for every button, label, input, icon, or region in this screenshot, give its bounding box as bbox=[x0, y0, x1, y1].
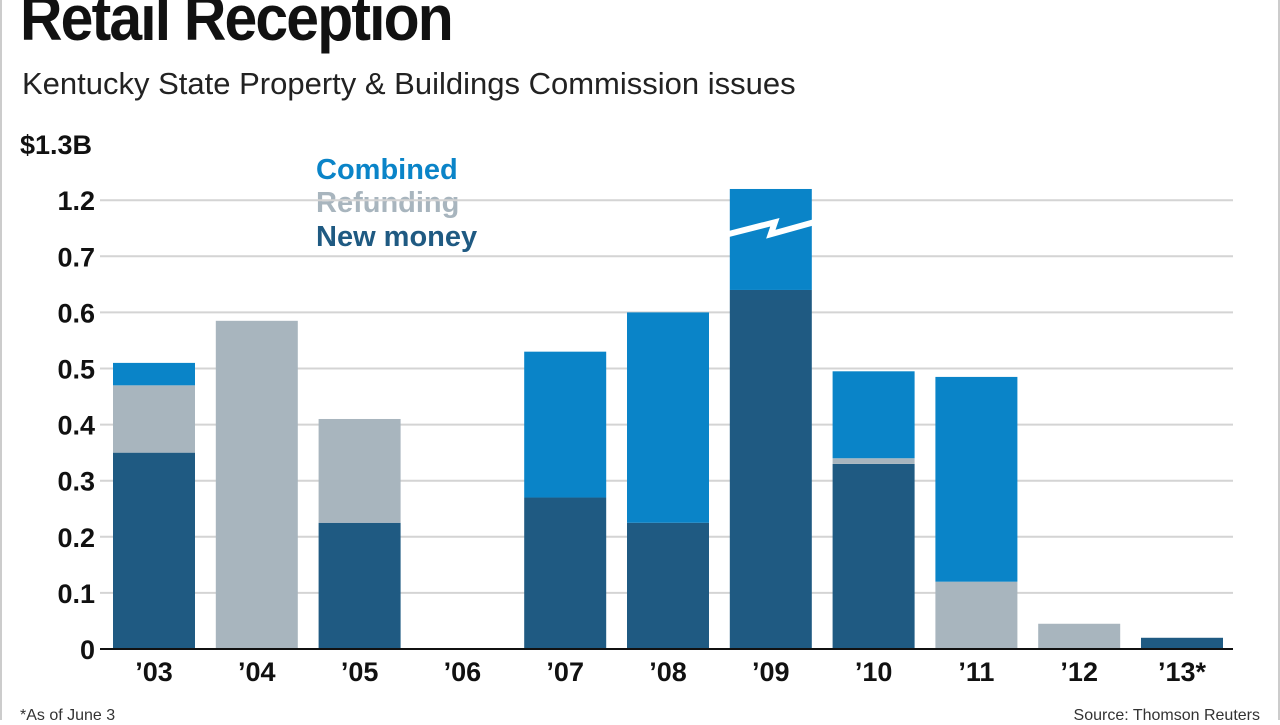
bar-segment-refunding bbox=[935, 581, 1018, 649]
chart-title: Retail Reception bbox=[20, 0, 454, 54]
x-tick-label: ’09 bbox=[752, 657, 790, 687]
bar-segment-combined bbox=[729, 188, 812, 290]
x-tick-label: ’03 bbox=[135, 657, 173, 687]
y-tick-label: 0 bbox=[80, 635, 95, 665]
bar-segment-combined bbox=[113, 362, 195, 386]
legend-refunding: Refunding bbox=[316, 187, 460, 219]
x-tick-label: ’10 bbox=[855, 657, 893, 687]
bar-segment-refunding bbox=[215, 320, 298, 649]
x-tick-label: ’04 bbox=[238, 657, 276, 687]
bar-segment-new-money bbox=[729, 289, 812, 649]
bar-segment-refunding bbox=[832, 458, 915, 464]
bar-segment-combined bbox=[935, 376, 1018, 582]
x-tick-label: ’05 bbox=[341, 657, 379, 687]
bar-segment-refunding bbox=[113, 385, 195, 453]
chart-subtitle: Kentucky State Property & Buildings Comm… bbox=[22, 66, 796, 101]
y-tick-label: $1.3B bbox=[20, 130, 92, 160]
y-tick-label: 0.6 bbox=[57, 298, 95, 328]
x-tick-label: ’12 bbox=[1060, 657, 1098, 687]
legend-new-money: New money bbox=[316, 221, 478, 253]
y-tick-label: 0.5 bbox=[57, 355, 95, 385]
x-tick-label: ’07 bbox=[546, 657, 584, 687]
y-tick-label: 0.2 bbox=[57, 523, 95, 553]
y-tick-label: 1.2 bbox=[57, 186, 95, 216]
x-tick-label: ’06 bbox=[444, 657, 482, 687]
legend-combined: Combined bbox=[316, 154, 458, 186]
axis-break-mark bbox=[727, 217, 815, 239]
y-tick-label: 0.7 bbox=[57, 242, 95, 272]
bar-segment-new-money bbox=[627, 522, 709, 649]
y-tick-label: 0.1 bbox=[57, 579, 95, 609]
y-tick-label: 0.4 bbox=[57, 411, 95, 441]
bar-segment-new-money bbox=[524, 497, 607, 649]
x-tick-label: ’13* bbox=[1158, 657, 1207, 687]
bar-segment-new-money bbox=[318, 522, 401, 649]
bar-segment-refunding bbox=[318, 418, 401, 523]
bar-segment-new-money bbox=[1141, 637, 1223, 649]
bar-segment-combined bbox=[627, 312, 709, 523]
x-tick-label: ’08 bbox=[649, 657, 687, 687]
bar-segment-new-money bbox=[832, 463, 915, 649]
bar-segment-combined bbox=[832, 371, 915, 459]
y-tick-label: 0.3 bbox=[57, 467, 95, 497]
bar-segment-combined bbox=[524, 351, 607, 498]
bar-segment-new-money bbox=[113, 452, 195, 649]
bar-segment-refunding bbox=[1038, 623, 1121, 649]
x-tick-label: ’11 bbox=[958, 657, 994, 687]
